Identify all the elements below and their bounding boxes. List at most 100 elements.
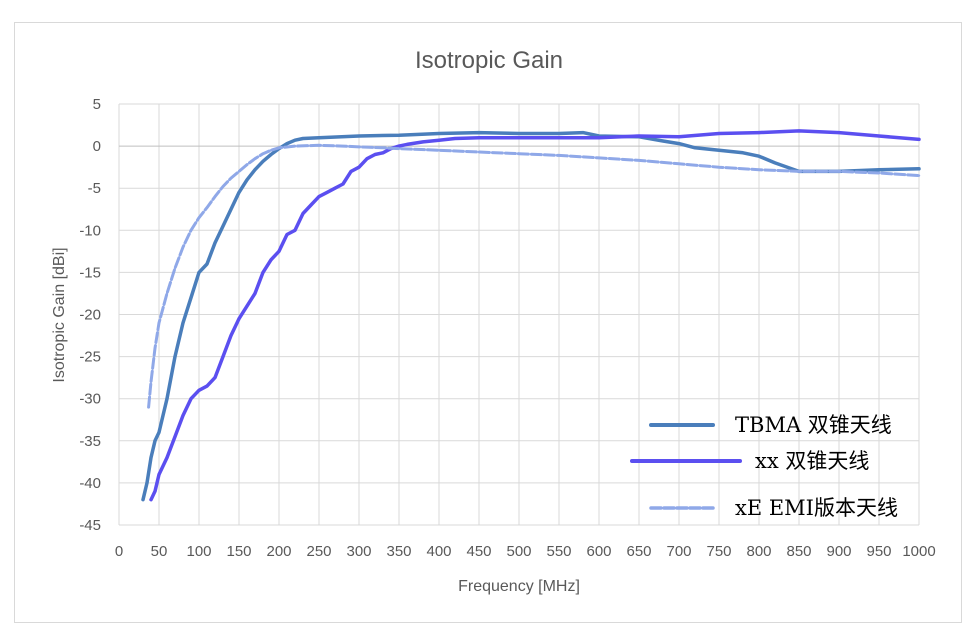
grid <box>118 103 920 526</box>
y-tick-label: -30 <box>79 391 101 408</box>
data-point <box>293 139 297 142</box>
data-point <box>717 132 721 135</box>
data-point <box>145 481 149 485</box>
x-axis-title: Frequency [MHz] <box>458 578 580 595</box>
data-point <box>917 138 921 141</box>
chart-frame <box>14 22 962 623</box>
data-point <box>285 233 289 236</box>
x-tick-label: 350 <box>386 543 411 560</box>
data-point <box>245 178 249 181</box>
data-point <box>189 296 193 299</box>
data-point <box>661 139 665 143</box>
data-point <box>357 145 361 149</box>
data-point <box>757 131 761 134</box>
data-point <box>677 142 681 145</box>
data-point <box>245 304 249 308</box>
data-point <box>261 152 265 155</box>
data-point <box>213 241 217 245</box>
data-point <box>141 498 145 501</box>
data-point <box>197 389 201 392</box>
data-point <box>477 136 481 139</box>
data-point <box>147 405 150 409</box>
tick-labels: 0 50 100 150 200 250 300 350 400 450 500 550 600 650 7… <box>79 96 935 560</box>
x-tick-label: 800 <box>746 543 771 560</box>
data-point <box>181 321 185 325</box>
x-tick-label: 100 <box>186 543 211 560</box>
data-point <box>197 271 201 274</box>
data-point <box>693 146 697 149</box>
x-tick-label: 300 <box>346 543 371 560</box>
data-point <box>437 132 441 135</box>
x-tick-label: 850 <box>786 543 811 560</box>
data-point <box>365 157 369 160</box>
data-point <box>173 435 177 438</box>
data-point <box>221 224 225 228</box>
data-point <box>197 216 201 219</box>
data-point <box>637 134 641 138</box>
y-tick-label: -10 <box>79 222 101 239</box>
data-point <box>437 139 441 142</box>
data-point <box>253 168 257 171</box>
data-point <box>421 140 425 144</box>
data-point <box>757 168 761 171</box>
data-point <box>181 245 185 249</box>
y-tick-label: -20 <box>79 307 101 324</box>
x-tick-label: 700 <box>666 543 691 560</box>
data-point <box>397 147 401 150</box>
data-point <box>253 157 257 160</box>
legend-label: TBMA 双锥天线 <box>735 413 892 437</box>
data-point <box>597 156 601 160</box>
x-tick-label: 250 <box>306 543 331 560</box>
data-point <box>437 149 441 152</box>
data-point <box>149 380 153 384</box>
data-point <box>797 170 801 173</box>
data-point <box>189 229 193 232</box>
legend: TBMA 双锥天线 xx 双锥天线 xE EMI版本天线 <box>630 413 898 520</box>
x-tick-label: 450 <box>466 543 491 560</box>
data-point <box>333 187 337 190</box>
data-point <box>317 136 321 139</box>
data-point <box>269 149 273 152</box>
data-point <box>301 212 305 215</box>
legend-label: xE EMI版本天线 <box>735 496 898 520</box>
data-point <box>757 155 761 158</box>
x-tick-label: 900 <box>826 543 851 560</box>
data-point <box>245 163 249 166</box>
data-point <box>557 154 561 157</box>
data-point <box>157 431 161 434</box>
data-point <box>149 498 153 501</box>
data-point <box>341 182 345 186</box>
data-point <box>317 195 321 198</box>
y-tick-label: -25 <box>79 349 101 366</box>
data-point <box>205 262 209 266</box>
data-point <box>557 136 561 139</box>
data-point <box>517 152 521 155</box>
legend-label: xx 双锥天线 <box>755 449 869 473</box>
data-point <box>229 208 233 211</box>
data-point <box>205 384 209 388</box>
data-point <box>253 292 257 295</box>
data-point <box>317 144 321 147</box>
data-point <box>341 144 345 148</box>
data-point <box>477 150 481 154</box>
data-point <box>157 321 161 325</box>
data-point <box>309 203 313 207</box>
data-point <box>381 151 385 154</box>
data-point <box>277 146 281 149</box>
data-point <box>397 144 401 148</box>
y-tick-label: -15 <box>79 264 101 281</box>
data-point <box>397 134 401 137</box>
x-tick-label: 1000 <box>902 543 935 560</box>
y-tick-label: 0 <box>93 138 101 155</box>
x-tick-label: 750 <box>706 543 731 560</box>
x-tick-label: 50 <box>151 543 168 560</box>
series-2 <box>149 129 921 502</box>
data-point <box>325 191 329 194</box>
data-point <box>261 160 265 163</box>
data-point <box>717 166 721 169</box>
data-point <box>677 135 681 138</box>
data-point <box>597 136 601 139</box>
data-point <box>205 206 209 209</box>
data-point <box>357 166 361 169</box>
data-point <box>453 137 457 140</box>
